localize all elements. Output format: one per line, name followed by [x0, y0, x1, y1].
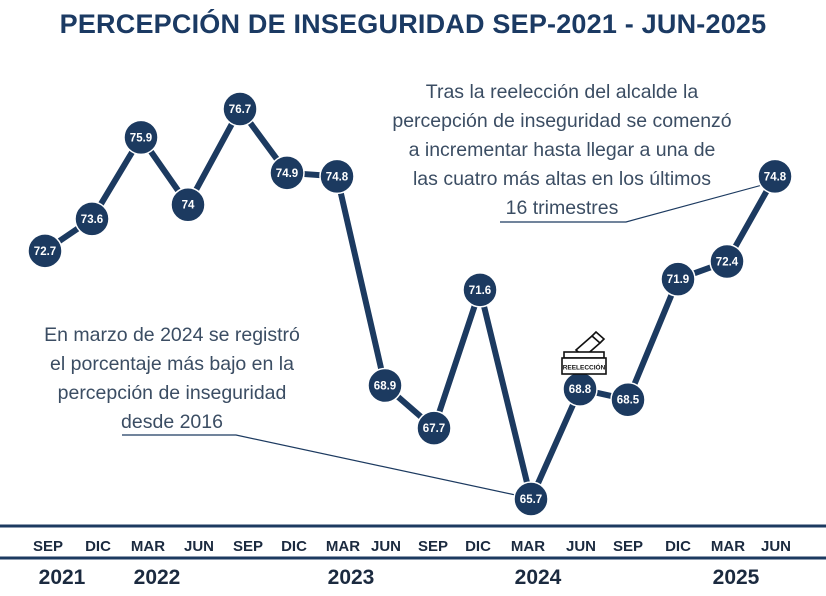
- data-point: [170, 186, 206, 223]
- x-tick-label: SEP: [33, 538, 63, 555]
- year-labels: 2021 2022 2023 2024 2025: [39, 566, 760, 589]
- x-tick-label: DIC: [665, 538, 691, 555]
- year-label: 2022: [134, 566, 181, 589]
- x-tick-label: DIC: [85, 538, 111, 555]
- data-label: 74.8: [326, 171, 349, 183]
- data-label: 72.4: [716, 256, 739, 268]
- data-point: [416, 410, 452, 446]
- data-point: [709, 243, 745, 280]
- x-axis-ticks: SEP DIC MAR JUN SEP DIC MAR JUN SEP DIC MAR JUN SEP D…: [33, 538, 791, 555]
- data-label: 76.7: [229, 104, 251, 116]
- x-tick-label: JUN: [371, 538, 401, 555]
- x-tick-label: JUN: [761, 538, 791, 555]
- year-label: 2023: [328, 566, 375, 589]
- annotation-line: Tras la reelección del alcalde la: [426, 81, 699, 103]
- data-point: [27, 233, 63, 269]
- annotation-line: En marzo de 2024 se registró: [44, 324, 300, 346]
- annotation-line: 16 trimestres: [506, 197, 619, 219]
- x-tick-label: JUN: [184, 538, 214, 555]
- x-tick-label: DIC: [281, 538, 307, 555]
- data-point: [269, 155, 305, 191]
- data-point: [319, 158, 355, 195]
- data-point: [660, 261, 696, 297]
- year-label: 2025: [713, 566, 760, 589]
- data-point: [222, 91, 258, 127]
- data-label: 65.7: [520, 494, 542, 506]
- data-label: 67.7: [423, 423, 445, 435]
- annotation-line: a incrementar hasta llegar a una de: [409, 139, 716, 161]
- ballot-box-label: REELECCIÓN: [563, 363, 606, 372]
- data-point: [513, 481, 549, 517]
- x-tick-label: JUN: [566, 538, 596, 555]
- data-point: [367, 367, 403, 404]
- x-tick-label: MAR: [326, 538, 360, 555]
- data-label: 68.5: [617, 395, 640, 407]
- annotation-leader-line: [122, 434, 521, 497]
- data-label: 68.9: [374, 381, 396, 393]
- x-tick-label: MAR: [711, 538, 745, 555]
- x-tick-label: SEP: [233, 538, 263, 555]
- series-line: [43, 106, 778, 502]
- x-tick-label: SEP: [613, 538, 643, 555]
- data-label: 72.7: [34, 246, 56, 258]
- year-label: 2024: [515, 566, 562, 589]
- data-label: 74.8: [764, 171, 787, 183]
- annotation-line: percepción de inseguridad: [58, 382, 287, 404]
- annotation-leader-line: [500, 183, 767, 223]
- annotation-line: el porcentaje más bajo en la: [50, 353, 294, 375]
- data-point: [123, 119, 159, 156]
- data-point: [462, 272, 498, 308]
- data-label: 74: [182, 200, 195, 212]
- annotation-reelection: Tras la reelección del alcalde la percep…: [392, 81, 767, 223]
- chart-title: PERCEPCIÓN DE INSEGURIDAD SEP-2021 - JUN…: [60, 8, 767, 39]
- ballot-box-icon: REELECCIÓN: [561, 330, 607, 375]
- data-label: 75.9: [130, 132, 152, 144]
- series-layer: 72.7 73.6 75.9 74 76.7 74.9 74.8 68.9 67.7 71.6 65…: [27, 91, 793, 517]
- data-label: 73.6: [81, 214, 103, 226]
- x-tick-label: DIC: [465, 538, 491, 555]
- data-point: [610, 381, 646, 418]
- x-tick-label: MAR: [131, 538, 165, 555]
- x-tick-label: SEP: [418, 538, 448, 555]
- data-label: 74.9: [276, 168, 298, 180]
- annotation-line: percepción de inseguridad se comenzó: [392, 110, 731, 132]
- data-point: [74, 201, 110, 237]
- x-tick-label: MAR: [511, 538, 545, 555]
- data-point: [757, 158, 793, 195]
- year-label: 2021: [39, 566, 86, 589]
- annotation-lowest: En marzo de 2024 se registró el porcenta…: [44, 324, 521, 497]
- data-label: 71.9: [667, 274, 689, 286]
- annotation-line: las cuatro más altas en los últimos: [413, 168, 711, 190]
- data-label: 71.6: [469, 285, 491, 297]
- data-label: 68.8: [569, 384, 592, 396]
- annotation-line: desde 2016: [121, 411, 223, 433]
